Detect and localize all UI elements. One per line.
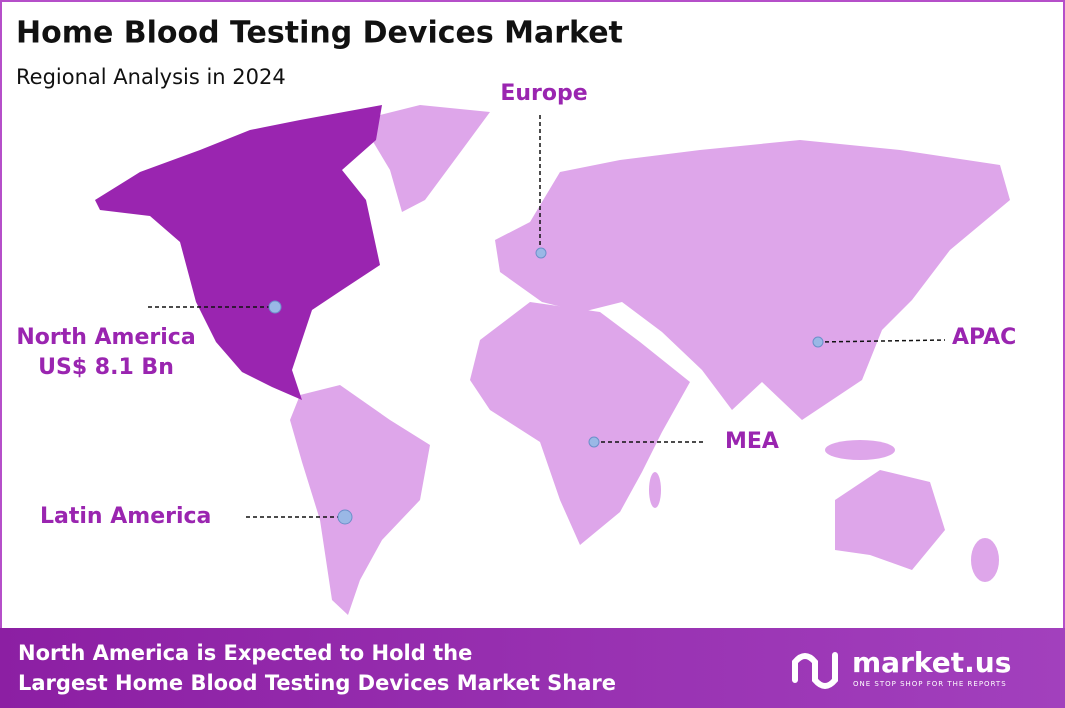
marker bbox=[535, 247, 547, 259]
continents bbox=[290, 105, 1010, 615]
greenland bbox=[360, 105, 490, 212]
island bbox=[971, 538, 999, 582]
logo-icon bbox=[792, 652, 838, 689]
logo-mark bbox=[792, 652, 838, 689]
region-name: Europe bbox=[500, 81, 587, 106]
logo-name: market.us bbox=[852, 646, 1011, 679]
south-america bbox=[290, 385, 430, 615]
logo-tagline: ONE STOP SHOP FOR THE REPORTS bbox=[853, 680, 1007, 688]
subtitle: Regional Analysis in 2024 bbox=[16, 65, 286, 89]
marker bbox=[268, 300, 282, 314]
marker bbox=[812, 336, 824, 348]
marker bbox=[588, 436, 600, 448]
title: Home Blood Testing Devices Market bbox=[16, 16, 623, 51]
island bbox=[649, 472, 661, 508]
australia bbox=[835, 470, 945, 570]
africa bbox=[470, 302, 690, 545]
region-value: US$ 8.1 Bn bbox=[38, 355, 174, 380]
marker bbox=[337, 509, 353, 525]
region-name: MEA bbox=[725, 429, 779, 454]
north-america bbox=[95, 105, 382, 400]
leaders bbox=[148, 115, 946, 518]
footer-text: Largest Home Blood Testing Devices Marke… bbox=[18, 671, 616, 695]
footer-band bbox=[0, 628, 1065, 708]
region-name: APAC bbox=[952, 325, 1016, 350]
markers bbox=[268, 247, 824, 525]
region-name: Latin America bbox=[40, 504, 211, 529]
eurasia bbox=[495, 140, 1010, 420]
region-labels: North America US$ 8.1 Bn Europe APAC MEA… bbox=[16, 81, 1016, 529]
island bbox=[825, 440, 895, 460]
region-name: North America bbox=[16, 325, 195, 350]
leader-line bbox=[817, 339, 946, 343]
footer-text: North America is Expected to Hold the bbox=[18, 641, 472, 665]
